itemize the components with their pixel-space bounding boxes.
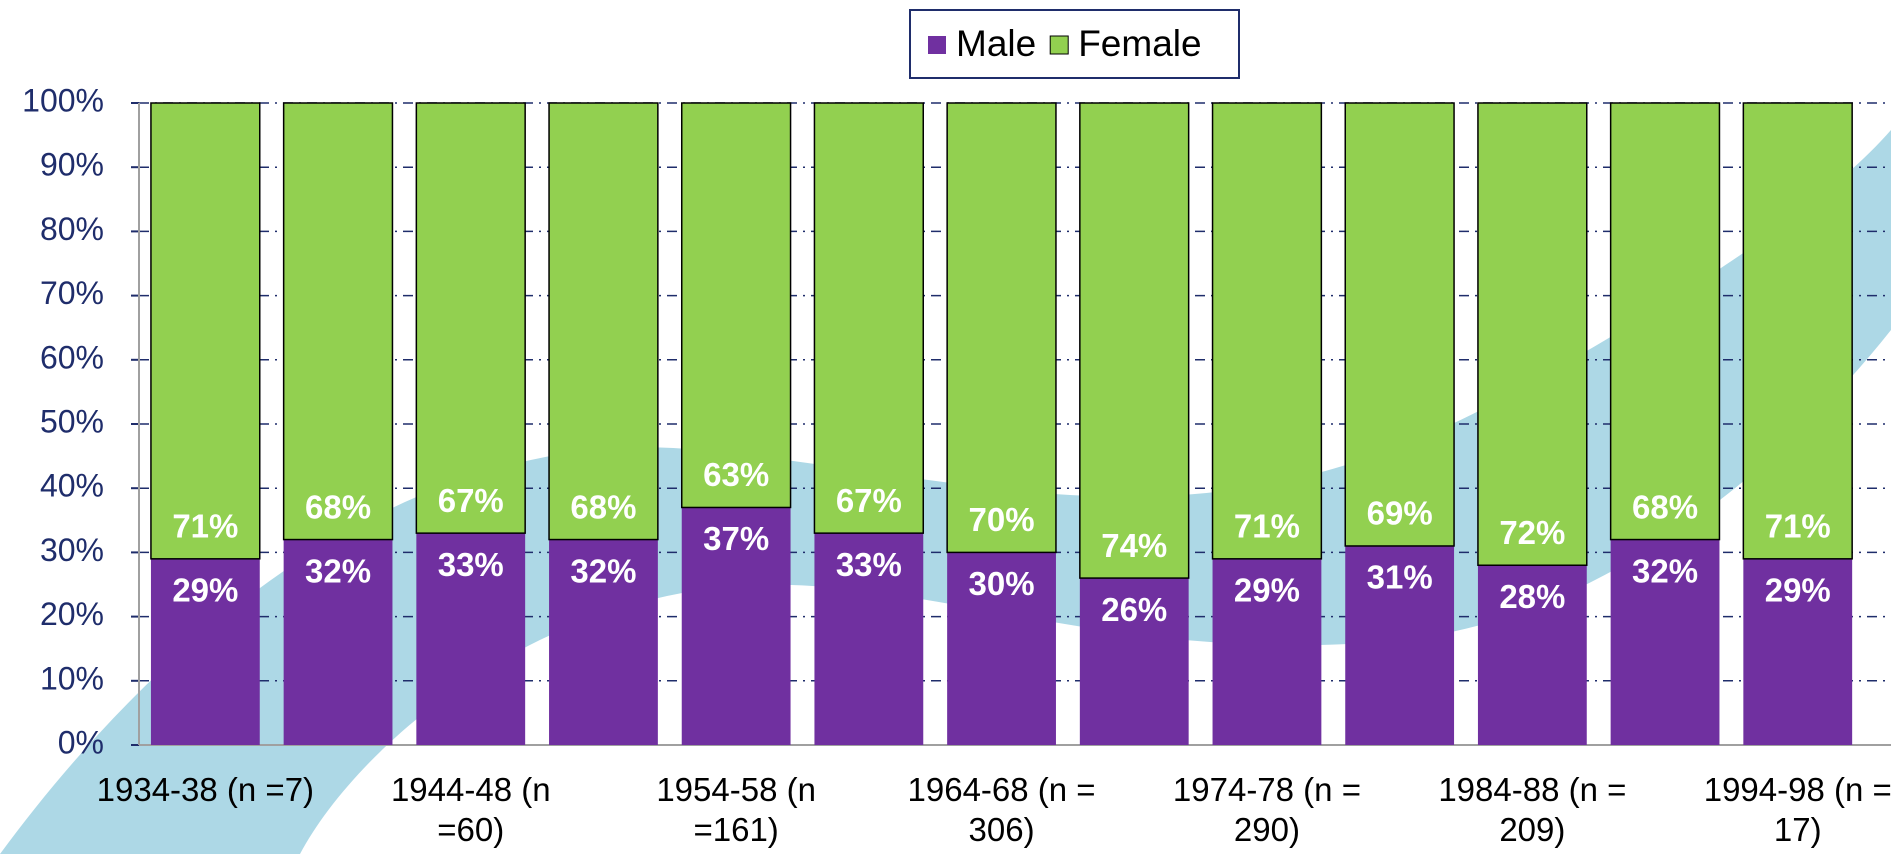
data-label: 30%	[969, 565, 1035, 602]
bar-segment	[814, 533, 924, 745]
bar-segment	[150, 102, 261, 560]
data-label: 70%	[969, 501, 1035, 538]
bar-segment	[1477, 565, 1587, 745]
data-label: 71%	[1765, 508, 1831, 545]
y-tick-label: 40%	[40, 468, 104, 504]
y-tick-label: 80%	[40, 211, 104, 247]
y-tick-label: 90%	[40, 147, 104, 183]
data-label: 29%	[1234, 572, 1300, 609]
data-label: 32%	[305, 552, 371, 589]
bar-segment	[947, 552, 1056, 745]
bar-segment	[283, 539, 393, 745]
y-tick-label: 10%	[40, 660, 104, 696]
bar-segment	[416, 533, 526, 745]
bar-segment	[1609, 102, 1721, 541]
data-label: 32%	[570, 552, 636, 589]
x-tick-label: 1954-58 (n =161)	[656, 771, 816, 848]
bar-segment	[1742, 102, 1853, 560]
data-label: 67%	[836, 482, 902, 519]
x-tick-label: 1944-48 (n =60)	[390, 771, 551, 848]
data-label: 33%	[836, 546, 902, 583]
legend-swatch	[928, 36, 946, 54]
data-label: 71%	[172, 508, 238, 545]
y-tick-label: 70%	[40, 275, 104, 311]
bar-segment	[946, 102, 1057, 554]
data-label: 33%	[438, 546, 504, 583]
bar-segment	[1345, 545, 1455, 745]
data-label: 32%	[1632, 552, 1698, 589]
data-label: 71%	[1234, 508, 1300, 545]
legend-label: Female	[1078, 23, 1201, 64]
bar-segment	[282, 102, 394, 541]
y-tick-label: 100%	[22, 82, 104, 118]
y-tick-label: 0%	[58, 724, 104, 760]
bar-segment	[1212, 558, 1322, 745]
data-label: 74%	[1101, 527, 1167, 564]
bar-segment	[549, 539, 658, 745]
y-tick-label: 20%	[40, 596, 104, 632]
data-label: 37%	[703, 520, 769, 557]
data-label: 72%	[1499, 514, 1565, 551]
bar-segment	[1477, 102, 1588, 566]
x-tick-label: 1974-78 (n = 290)	[1172, 771, 1361, 848]
bar-segment	[813, 102, 925, 534]
bar-segment	[1079, 578, 1189, 745]
data-label: 29%	[172, 572, 238, 609]
bar-segment	[548, 102, 659, 541]
bar-segment	[1079, 102, 1190, 579]
y-tick-label: 50%	[40, 403, 104, 439]
data-label: 26%	[1101, 591, 1167, 628]
bar-segment	[1743, 558, 1853, 745]
data-label: 68%	[305, 488, 371, 525]
data-label: 67%	[438, 482, 504, 519]
x-tick-label: 1964-68 (n = 306)	[907, 771, 1096, 848]
bar-segment	[680, 102, 792, 509]
data-label: 69%	[1367, 495, 1433, 532]
y-tick-label: 30%	[40, 532, 104, 568]
data-label: 31%	[1367, 559, 1433, 596]
bar-segment	[1211, 102, 1323, 560]
data-label: 63%	[703, 456, 769, 493]
data-label: 29%	[1765, 572, 1831, 609]
bar-segment	[1344, 102, 1455, 547]
bar-segment	[681, 507, 791, 745]
bar-segment	[415, 102, 526, 534]
legend-label: Male	[956, 23, 1036, 64]
y-tick-label: 60%	[40, 339, 104, 375]
x-tick-label: 1984-88 (n = 209)	[1438, 771, 1627, 848]
x-tick-label: 1934-38 (n =7)	[96, 771, 315, 808]
bar-segment	[150, 558, 260, 745]
legend-swatch	[1049, 35, 1069, 55]
data-label: 68%	[1632, 488, 1698, 525]
data-label: 28%	[1499, 578, 1565, 615]
data-label: 68%	[570, 488, 636, 525]
x-tick-label: 1994-98 (n = 17)	[1703, 771, 1891, 848]
legend-box	[909, 9, 1240, 79]
bar-segment	[1610, 539, 1720, 745]
